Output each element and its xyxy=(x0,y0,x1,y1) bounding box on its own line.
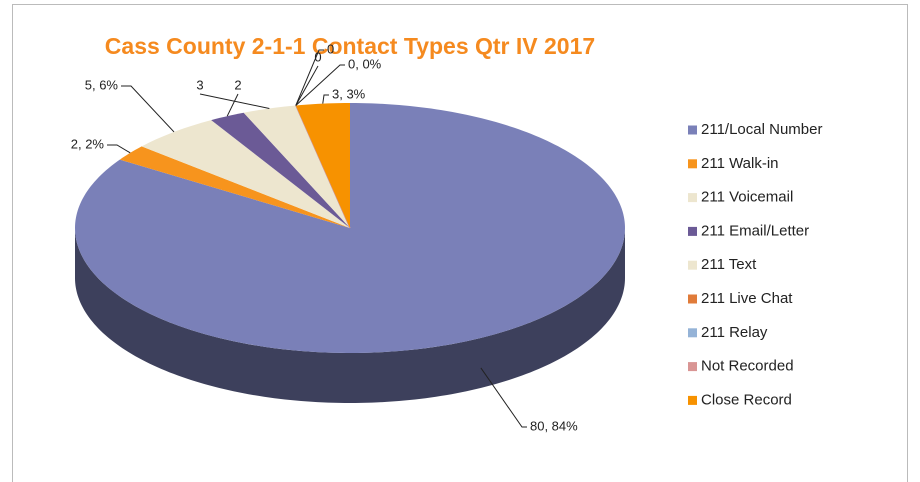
legend-swatch xyxy=(688,159,697,169)
leader-line xyxy=(121,85,175,133)
data-label: 3 xyxy=(196,77,203,92)
data-label: 80, 84% xyxy=(530,418,578,433)
legend-swatch xyxy=(688,125,697,135)
leader-line xyxy=(107,144,131,154)
legend-swatch xyxy=(688,294,697,304)
legend-swatch xyxy=(688,226,697,236)
data-label: 0, 0% xyxy=(348,56,382,71)
legend-swatch xyxy=(688,395,697,405)
leader-line xyxy=(295,65,319,106)
legend: 211/Local Number 211 Walk-in 211 Voicemail… xyxy=(688,121,822,408)
leader-line xyxy=(199,93,270,109)
data-label: 2 xyxy=(234,77,241,92)
data-label: 2, 2% xyxy=(71,136,105,151)
legend-label: 211 Voicemail xyxy=(701,189,793,206)
legend-swatch xyxy=(688,328,697,338)
legend-swatch xyxy=(688,362,697,372)
legend-label: 211 Text xyxy=(701,256,757,273)
leader-line xyxy=(226,93,239,117)
slice xyxy=(211,112,350,228)
data-label: 3, 3% xyxy=(332,86,366,101)
slice xyxy=(243,105,350,228)
legend-label: 211/Local Number xyxy=(701,121,822,138)
slice-side xyxy=(75,228,625,403)
leader-line xyxy=(295,49,324,106)
legend-swatch xyxy=(688,260,697,270)
legend-label: 211 Live Chat xyxy=(701,290,793,307)
data-label: 0 xyxy=(314,49,321,64)
legend-label: 211 Relay xyxy=(701,324,768,341)
leader-line xyxy=(322,94,329,104)
slice xyxy=(295,103,350,228)
chart-title: Cass County 2-1-1 Contact Types Qtr IV 2… xyxy=(105,33,595,59)
legend-label: Not Recorded xyxy=(701,358,794,375)
slice xyxy=(141,120,350,228)
legend-label: 211 Email/Letter xyxy=(701,222,809,239)
data-label: 0 xyxy=(327,41,334,56)
slice xyxy=(119,146,350,228)
legend-swatch xyxy=(688,193,697,203)
legend-label: 211 Walk-in xyxy=(701,155,779,172)
leader-line xyxy=(295,64,345,106)
data-label: 5, 6% xyxy=(85,77,119,92)
legend-label: Close Record xyxy=(701,391,792,408)
leader-line xyxy=(480,367,527,428)
